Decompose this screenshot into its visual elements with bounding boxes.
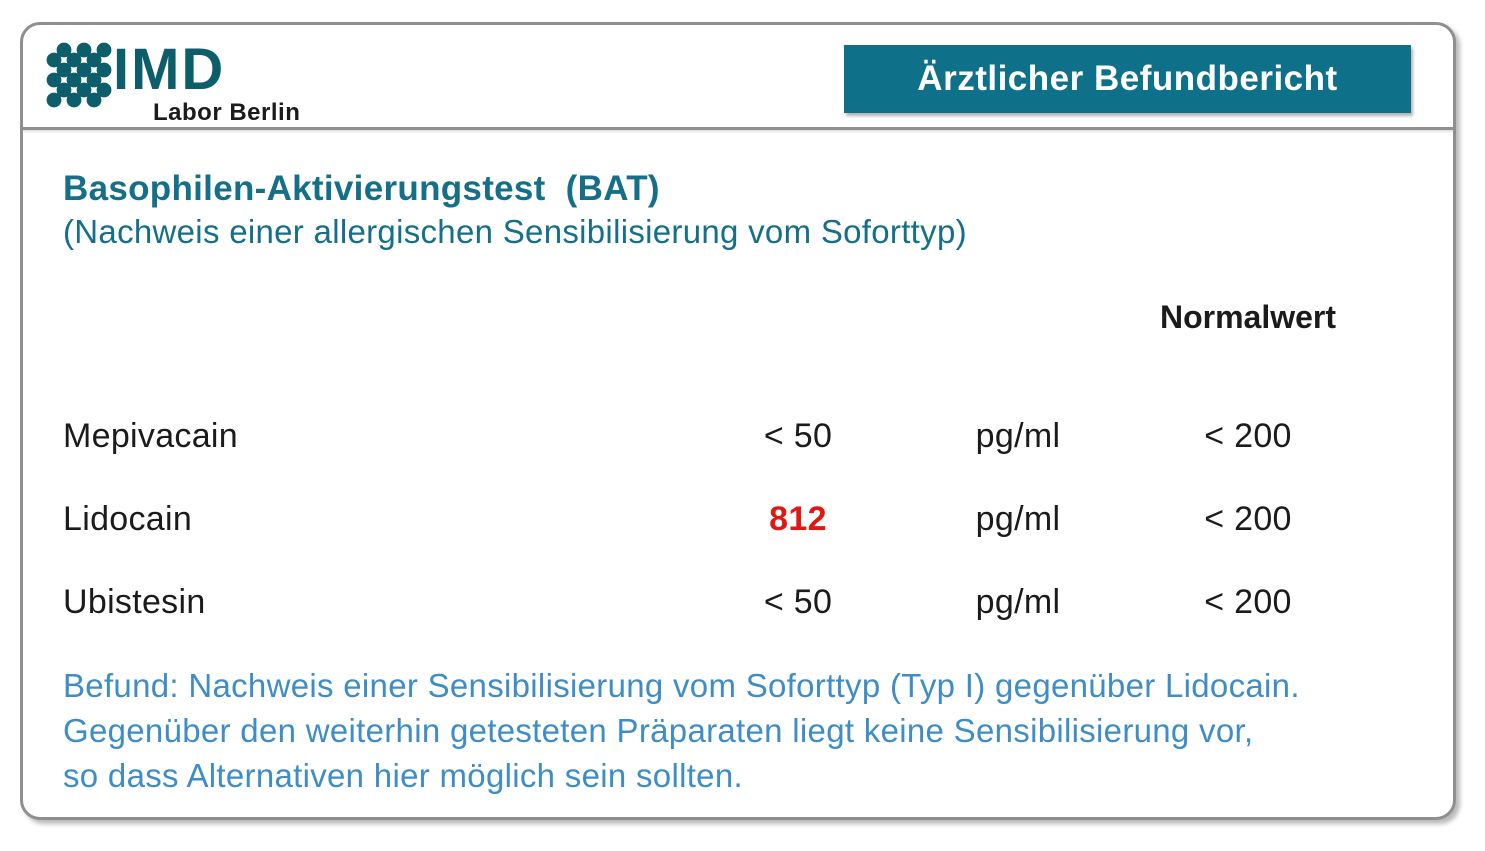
- befund-line: Gegenüber den weiterhin getesteten Präpa…: [63, 712, 1254, 749]
- result-unit: pg/ml: [975, 583, 1061, 621]
- befund-line: so dass Alternativen hier möglich sein s…: [63, 757, 743, 794]
- substance-label: Mepivacain: [63, 417, 238, 455]
- results-table: Mepivacain < 50 pg/ml < 200 Lidocain 812…: [63, 395, 1353, 644]
- table-row: Lidocain 812 pg/ml < 200: [63, 478, 1353, 561]
- befund-line: Befund: Nachweis einer Sensibilisierung …: [63, 667, 1300, 704]
- result-unit: pg/ml: [975, 417, 1061, 455]
- report-type-badge: Ärztlicher Befundbericht: [844, 45, 1411, 113]
- table-row: Ubistesin < 50 pg/ml < 200: [63, 561, 1353, 644]
- result-unit: pg/ml: [975, 500, 1061, 538]
- brand-subtitle: Labor Berlin: [153, 99, 301, 126]
- substance-label: Lidocain: [63, 500, 193, 538]
- report-title: Basophilen-Aktivierungstest (BAT): [63, 169, 660, 208]
- report-card: IMD Labor Berlin Ärztlicher Befundberich…: [20, 22, 1456, 820]
- normal-range: < 200: [1204, 583, 1292, 621]
- table-header-row: Normalwert: [63, 299, 1353, 335]
- normal-range: < 200: [1204, 417, 1292, 455]
- result-value-elevated: 812: [769, 500, 827, 538]
- column-header-normalwert: Normalwert: [1159, 299, 1337, 335]
- masthead: IMD Labor Berlin Ärztlicher Befundberich…: [23, 25, 1453, 130]
- normal-range: < 200: [1204, 500, 1292, 538]
- result-value: < 50: [763, 583, 833, 621]
- befund-summary: Befund: Nachweis einer Sensibilisierung …: [63, 663, 1433, 798]
- dot-matrix-icon: [46, 42, 112, 108]
- brand-name: IMD: [113, 37, 226, 102]
- table-row: Mepivacain < 50 pg/ml < 200: [63, 395, 1353, 478]
- substance-label: Ubistesin: [63, 583, 206, 621]
- result-value: < 50: [763, 417, 833, 455]
- report-subtitle: (Nachweis einer allergischen Sensibilisi…: [63, 213, 967, 250]
